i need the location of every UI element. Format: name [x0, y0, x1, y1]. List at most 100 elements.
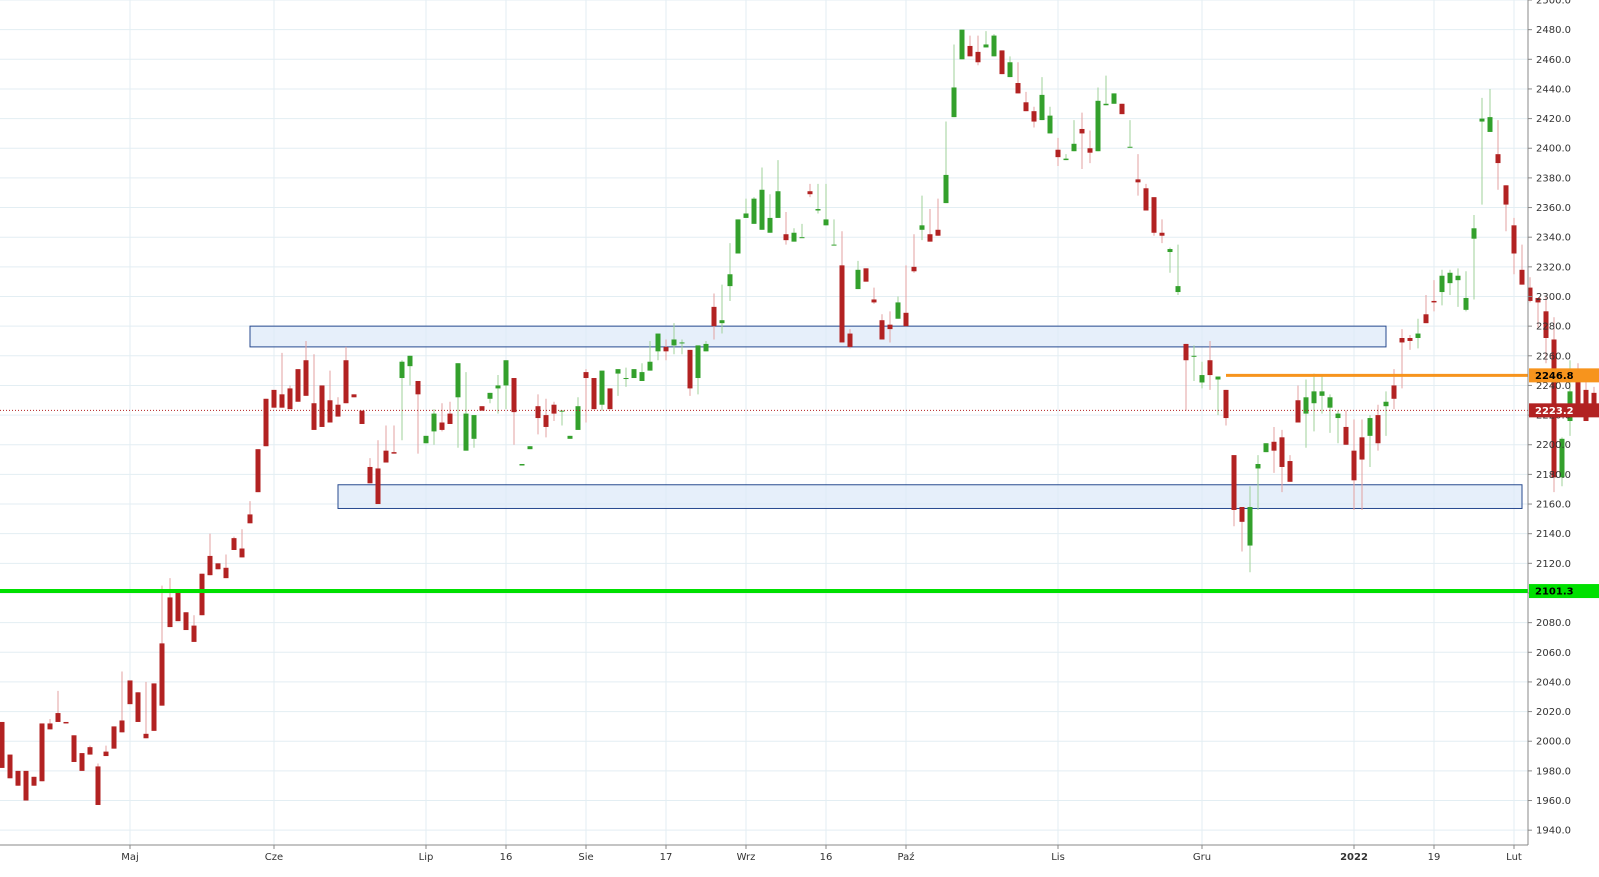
candle[interactable] [1559, 437, 1565, 487]
candle[interactable] [1215, 376, 1221, 416]
candle[interactable] [983, 31, 989, 48]
candle[interactable] [1375, 404, 1381, 451]
candle[interactable] [519, 464, 525, 466]
candle[interactable] [423, 435, 429, 444]
candle[interactable] [1191, 345, 1197, 381]
candle[interactable] [359, 410, 365, 424]
candle[interactable] [807, 183, 813, 198]
candle[interactable] [143, 681, 149, 739]
candle[interactable] [247, 501, 253, 524]
candle[interactable] [887, 311, 893, 343]
candle[interactable] [1495, 120, 1501, 190]
candle[interactable] [1319, 375, 1325, 414]
candle[interactable] [1335, 410, 1341, 444]
candle[interactable] [775, 160, 781, 218]
candle[interactable] [607, 388, 613, 410]
candle[interactable] [895, 296, 901, 319]
candle[interactable] [1423, 295, 1429, 324]
candle[interactable] [399, 360, 405, 441]
candle[interactable] [1167, 247, 1173, 273]
candle[interactable] [815, 183, 821, 214]
candle[interactable] [1431, 280, 1437, 312]
candle[interactable] [839, 231, 845, 343]
candle[interactable] [1295, 385, 1301, 423]
candle[interactable] [1031, 106, 1037, 128]
candle[interactable] [911, 234, 917, 273]
candle[interactable] [391, 425, 397, 454]
candle[interactable] [1119, 103, 1125, 115]
candle[interactable] [95, 763, 101, 805]
candle[interactable] [71, 735, 77, 762]
candle[interactable] [655, 333, 661, 361]
candle[interactable] [135, 692, 141, 722]
candle[interactable] [1359, 419, 1365, 510]
candle[interactable] [15, 770, 21, 786]
candle[interactable] [183, 612, 189, 631]
candle[interactable] [711, 293, 717, 340]
candle[interactable] [1239, 507, 1245, 552]
candle[interactable] [1511, 217, 1517, 275]
candle[interactable] [383, 425, 389, 463]
candle[interactable] [271, 389, 277, 408]
candle[interactable] [487, 392, 493, 404]
candle[interactable] [1519, 244, 1525, 285]
candle[interactable] [743, 198, 749, 218]
candle[interactable] [559, 410, 565, 426]
candle[interactable] [1127, 120, 1133, 148]
candle[interactable] [207, 533, 213, 576]
candle[interactable] [1351, 419, 1357, 510]
support-resistance-zone-1[interactable] [249, 325, 1387, 348]
candle[interactable] [1199, 361, 1205, 389]
candle[interactable] [407, 355, 413, 386]
candle[interactable] [871, 287, 877, 304]
candle[interactable] [1415, 318, 1421, 349]
candle[interactable] [735, 219, 741, 254]
candle[interactable] [1143, 183, 1149, 211]
candle[interactable] [1159, 219, 1165, 244]
candle[interactable] [751, 197, 757, 224]
candle[interactable] [159, 585, 165, 706]
candle[interactable] [199, 573, 205, 616]
candle[interactable] [127, 680, 133, 705]
candle[interactable] [303, 340, 309, 396]
candle[interactable] [535, 394, 541, 435]
candle[interactable] [551, 401, 557, 422]
candle[interactable] [591, 378, 597, 410]
candle[interactable] [671, 323, 677, 355]
candle[interactable] [1271, 426, 1277, 473]
candle[interactable] [479, 406, 485, 411]
candle[interactable] [1183, 343, 1189, 411]
candle[interactable] [831, 219, 837, 246]
candle[interactable] [87, 745, 93, 755]
candle[interactable] [999, 50, 1005, 75]
candle[interactable] [503, 360, 509, 410]
candle[interactable] [63, 721, 69, 724]
candle[interactable] [767, 194, 773, 233]
candle[interactable] [0, 721, 5, 768]
candle[interactable] [1471, 214, 1477, 300]
candle[interactable] [447, 401, 453, 424]
candle[interactable] [623, 367, 629, 387]
candle[interactable] [1071, 120, 1077, 152]
candle[interactable] [1047, 106, 1053, 134]
candle[interactable] [1151, 197, 1157, 236]
candle[interactable] [1039, 77, 1045, 121]
candle[interactable] [543, 398, 549, 438]
candle[interactable] [1407, 335, 1413, 350]
candle[interactable] [167, 578, 173, 628]
candle[interactable] [1439, 269, 1445, 306]
candle[interactable] [79, 753, 85, 771]
candle[interactable] [719, 284, 725, 334]
candle[interactable] [879, 314, 885, 340]
candle[interactable] [1223, 389, 1229, 426]
candle[interactable] [1111, 93, 1117, 104]
candle[interactable] [991, 34, 997, 57]
candle[interactable] [1527, 277, 1533, 303]
candle[interactable] [599, 370, 605, 411]
candle[interactable] [1543, 296, 1549, 364]
candle[interactable] [919, 195, 925, 241]
candle[interactable] [495, 375, 501, 414]
candle[interactable] [455, 363, 461, 448]
candle[interactable] [1079, 112, 1085, 169]
